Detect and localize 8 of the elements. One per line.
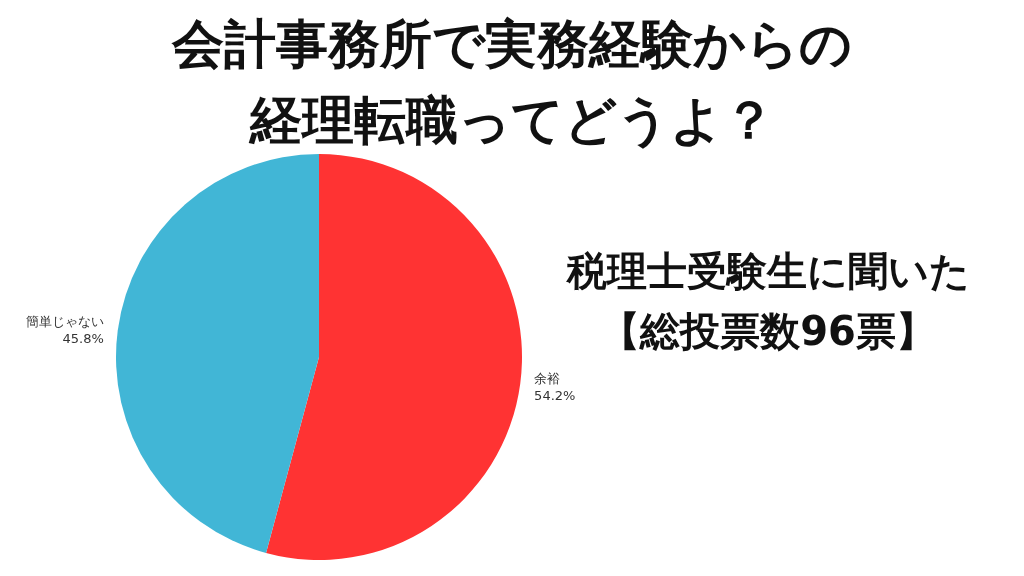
pie-slice bbox=[116, 154, 319, 553]
data-label: 45.8% bbox=[62, 330, 104, 346]
slice-label: 簡単じゃない bbox=[25, 313, 104, 329]
pie-slice bbox=[266, 154, 522, 560]
chart-title: 会計事務所で実務経験からの経理転職ってどうよ？ bbox=[171, 14, 852, 150]
data-label: 54.2% bbox=[534, 387, 576, 403]
slice-label: 余裕 bbox=[534, 370, 561, 386]
text: 税理士受験生に聞いた【総投票数96票】 bbox=[565, 248, 970, 354]
